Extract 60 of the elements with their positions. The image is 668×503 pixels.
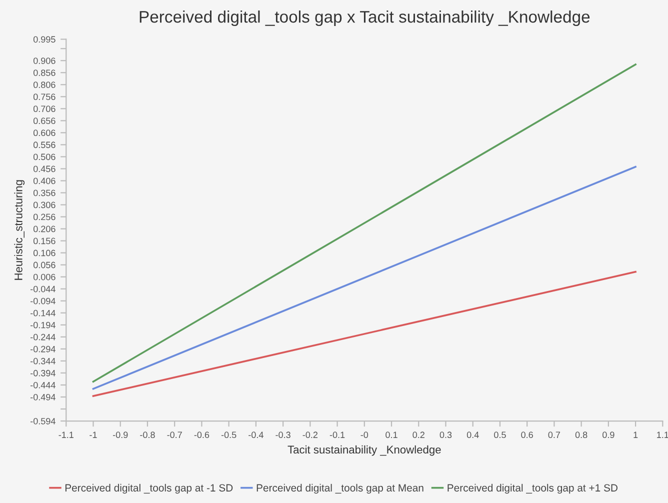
y-tick-label: 0.206 <box>33 226 56 232</box>
y-tick-label: -0.394 <box>30 370 56 376</box>
y-tick-label: 0.356 <box>33 190 56 196</box>
x-tick-label: -0.8 <box>140 432 155 438</box>
y-tick-label: -0.094 <box>30 298 56 304</box>
x-tick-label: 0.3 <box>440 432 452 438</box>
y-tick-label: -0.494 <box>30 394 56 400</box>
y-tick-label: 0.906 <box>33 58 56 64</box>
y-tick-label: -0.244 <box>30 334 56 340</box>
legend-label: Perceived digital _tools gap at -1 SD <box>65 484 233 494</box>
y-tick-label: -0.444 <box>30 382 56 388</box>
legend-label: Perceived digital _tools gap at Mean <box>256 484 424 494</box>
y-tick-label: -0.344 <box>30 358 56 364</box>
x-tick-label: 0.1 <box>386 432 398 438</box>
y-tick-label: 0.995 <box>33 36 56 43</box>
y-tick-label: 0.306 <box>33 202 56 208</box>
y-tick-label: 0.606 <box>33 130 56 136</box>
y-tick-label: 0.556 <box>33 142 56 148</box>
y-tick-label: 0.106 <box>33 250 56 256</box>
x-tick-label: 0.9 <box>602 432 614 438</box>
x-tick-label: -0 <box>360 432 368 438</box>
x-tick-label: 0.5 <box>494 432 506 438</box>
y-tick-label: -0.594 <box>30 418 56 424</box>
x-tick-label: -0.9 <box>112 432 128 438</box>
y-tick-label: 0.006 <box>33 274 56 280</box>
x-tick-label: -0.4 <box>248 432 264 438</box>
x-tick-label: 0.8 <box>575 432 588 438</box>
x-tick-label: 0.6 <box>521 432 533 438</box>
x-tick-label: 1.1 <box>657 432 668 438</box>
x-axis-title: Tacit sustainability _Knowledge <box>288 445 441 456</box>
y-tick-label: -0.294 <box>30 346 56 352</box>
x-tick-label: 1 <box>634 432 638 438</box>
y-tick-label: 0.756 <box>33 94 56 100</box>
y-tick-label: -0.194 <box>30 322 56 328</box>
y-axis-title: Heuristic_structuring <box>14 180 25 280</box>
legend-label: Perceived digital _tools gap at +1 SD <box>448 484 618 494</box>
x-tick-label: -1.1 <box>58 432 74 438</box>
y-tick-label: 0.456 <box>33 166 56 172</box>
x-tick-label: -0.3 <box>276 432 290 438</box>
y-tick-label: 0.656 <box>33 118 56 124</box>
y-tick-label: 0.706 <box>33 106 56 112</box>
y-tick-label: 0.506 <box>33 154 56 160</box>
x-tick-label: 0.7 <box>548 432 560 438</box>
y-tick-label: 0.056 <box>33 262 56 268</box>
x-tick-label: 0.4 <box>466 432 479 438</box>
y-tick-label: -0.044 <box>30 286 56 292</box>
x-tick-label: -0.7 <box>167 432 182 438</box>
y-tick-label: 0.156 <box>33 238 56 244</box>
y-tick-label: 0.856 <box>33 70 56 76</box>
x-tick-label: -1 <box>90 432 97 438</box>
y-tick-label: 0.806 <box>33 82 56 88</box>
y-tick-label: -0.144 <box>30 310 56 316</box>
x-tick-label: -0.5 <box>221 432 236 438</box>
x-tick-label: 0.2 <box>412 432 424 438</box>
chart-title: Perceived digital _tools gap x Tacit sustainability _Knowledge <box>140 10 590 26</box>
y-tick-label: 0.256 <box>33 214 56 220</box>
y-tick-label: 0.406 <box>33 178 56 184</box>
x-tick-label: -0.6 <box>194 432 210 438</box>
x-tick-label: -0.1 <box>330 432 345 438</box>
x-tick-label: -0.2 <box>302 432 318 438</box>
